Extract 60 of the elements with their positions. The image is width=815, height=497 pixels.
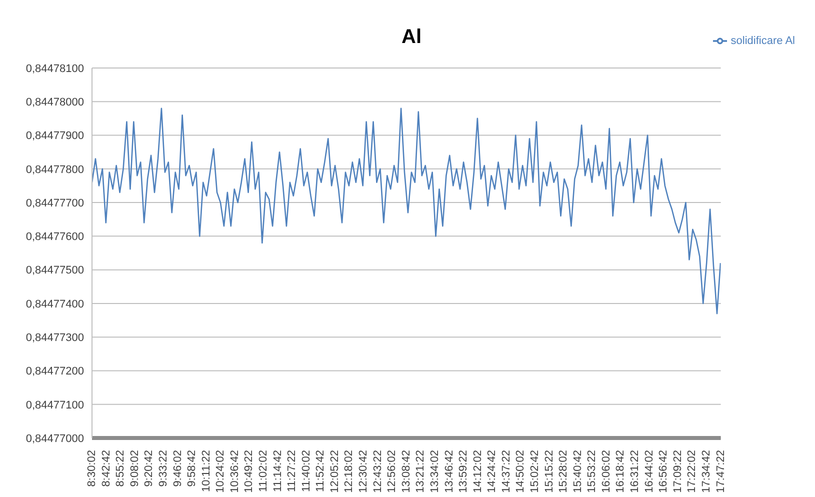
x-tick-label: 16:18:42 bbox=[614, 450, 627, 493]
x-tick-label: 11:14:42 bbox=[272, 450, 284, 492]
y-tick-label: 0,84477500 bbox=[26, 264, 84, 277]
x-tick-label: 14:50:02 bbox=[514, 450, 527, 493]
y-tick-label: 0,84477900 bbox=[26, 130, 84, 142]
y-tick-label: 0,84477700 bbox=[26, 197, 84, 210]
legend-label: solidificare Al bbox=[730, 34, 795, 47]
x-tick-label: 17:34:42 bbox=[700, 450, 712, 493]
x-tick-label: 12:56:02 bbox=[386, 450, 398, 493]
x-tick-label: 9:33:22 bbox=[157, 450, 170, 487]
x-tick-label: 15:40:42 bbox=[572, 450, 584, 493]
x-tick-label: 8:55:22 bbox=[114, 450, 127, 487]
x-tick-label: 14:12:02 bbox=[472, 450, 484, 493]
x-tick-label: 11:02:02 bbox=[258, 450, 270, 492]
x-tick-label: 12:05:22 bbox=[328, 450, 341, 493]
x-tick-label: 8:42:42 bbox=[100, 450, 112, 487]
x-tick-label: 13:34:02 bbox=[428, 450, 441, 493]
y-tick-label: 0,84477400 bbox=[26, 298, 84, 310]
y-tick-label: 0,84477200 bbox=[26, 366, 84, 378]
y-tick-label: 0,84477800 bbox=[26, 164, 84, 176]
line-series bbox=[92, 108, 721, 314]
y-tick-label: 0,84477000 bbox=[26, 432, 84, 445]
x-tick-label: 17:22:02 bbox=[686, 450, 698, 493]
x-tick-label: 16:44:02 bbox=[643, 450, 656, 493]
x-tick-label: 11:40:02 bbox=[300, 450, 312, 492]
x-tick-label: 15:28:02 bbox=[558, 450, 570, 493]
x-tick-label: 9:46:02 bbox=[172, 450, 184, 487]
x-tick-label: 16:06:02 bbox=[600, 450, 612, 493]
x-tick-label: 12:30:42 bbox=[358, 450, 370, 493]
x-tick-label: 9:58:42 bbox=[186, 450, 198, 487]
x-tick-label: 9:20:42 bbox=[143, 450, 156, 487]
x-tick-label: 10:36:42 bbox=[228, 450, 241, 493]
y-tick-label: 0,84477300 bbox=[26, 332, 84, 344]
y-tick-label: 0,84478000 bbox=[26, 96, 84, 109]
x-tick-label: 14:37:22 bbox=[500, 450, 512, 493]
x-tick-label: 11:52:42 bbox=[314, 450, 327, 492]
y-tick-label: 0,84477100 bbox=[26, 399, 84, 412]
x-tick-label: 16:31:22 bbox=[629, 450, 642, 493]
x-tick-label: 9:08:02 bbox=[128, 450, 141, 487]
x-tick-label: 10:24:02 bbox=[214, 450, 227, 493]
x-tick-label: 13:21:22 bbox=[414, 450, 427, 493]
x-tick-label: 8:30:02 bbox=[86, 450, 98, 487]
x-tick-label: 10:49:22 bbox=[243, 450, 256, 493]
x-tick-label: 13:08:42 bbox=[400, 450, 412, 493]
x-tick-label: 15:53:22 bbox=[586, 450, 598, 493]
chart-title: Al bbox=[402, 26, 422, 48]
x-tick-label: 13:46:42 bbox=[443, 450, 456, 493]
x-tick-label: 14:24:42 bbox=[486, 450, 498, 493]
x-tick-label: 15:02:42 bbox=[529, 450, 541, 493]
x-tick-label: 13:59:22 bbox=[458, 450, 470, 493]
x-tick-label: 17:47:22 bbox=[714, 450, 727, 493]
y-tick-label: 0,84477600 bbox=[26, 231, 84, 244]
x-tick-label: 15:15:22 bbox=[543, 450, 556, 493]
x-tick-label: 12:43:22 bbox=[372, 450, 384, 493]
y-tick-label: 0,84478100 bbox=[26, 62, 84, 75]
x-tick-label: 16:56:42 bbox=[658, 450, 670, 493]
x-tick-label: 10:11:22 bbox=[200, 450, 212, 492]
x-tick-label: 17:09:22 bbox=[672, 450, 684, 493]
x-tick-label: 12:18:02 bbox=[343, 450, 356, 493]
x-tick-label: 11:27:22 bbox=[286, 450, 298, 492]
